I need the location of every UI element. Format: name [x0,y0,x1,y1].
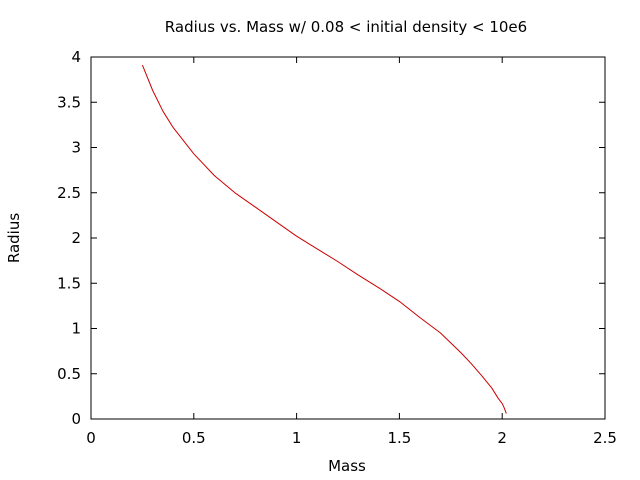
y-tick-label: 0.5 [57,365,81,383]
y-tick-label: 3.5 [57,93,81,111]
ticks: 0 0.5 1 1.5 2 2.5 0 0.5 1 1.5 2 2.5 3 3.5 4 [57,48,617,447]
x-tick-label: 2.5 [593,429,617,447]
x-tick-label: 2 [497,429,507,447]
x-tick-label: 0 [86,429,96,447]
y-tick-label: 0 [71,410,81,428]
x-axis-label: Mass [328,457,366,475]
series-line [141,64,507,414]
y-tick-label: 3 [71,139,81,157]
y-tick-label: 4 [71,48,81,66]
x-tick-label: 1 [292,429,302,447]
y-tick-label: 2.5 [57,184,81,202]
chart-title: Radius vs. Mass w/ 0.08 < initial densit… [165,18,527,36]
x-tick-label: 1.5 [387,429,411,447]
plot-frame [90,56,606,420]
x-tick-label: 0.5 [182,429,206,447]
y-tick-label: 1.5 [57,274,81,292]
y-axis-label: Radius [5,213,23,263]
series-group [141,64,507,414]
y-tick-label: 1 [71,320,81,338]
y-tick-label: 2 [71,229,81,247]
